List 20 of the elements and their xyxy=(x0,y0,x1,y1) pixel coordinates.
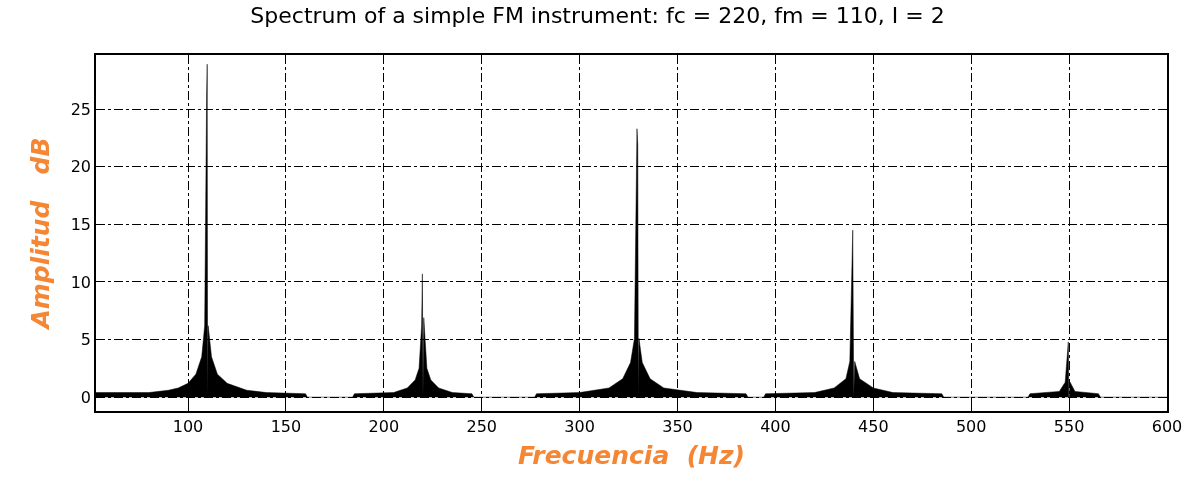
y-axis-title: Amplitud dB xyxy=(25,137,55,331)
y-tick-label: 0 xyxy=(80,387,92,407)
y-tick-label: 20 xyxy=(70,157,92,177)
x-tick-label: 150 xyxy=(270,416,302,436)
x-tick-label: 100 xyxy=(172,416,204,436)
y-tick-label: 25 xyxy=(70,99,92,119)
x-tick-label: 350 xyxy=(662,416,693,436)
y-tick-label: 10 xyxy=(70,272,92,292)
x-tick-label: 250 xyxy=(466,416,497,436)
chart-title: Spectrum of a simple FM instrument: fc = 220, fm = 110, I = 2 xyxy=(250,2,945,28)
y-tick-label: 15 xyxy=(70,214,92,234)
x-tick-label: 500 xyxy=(955,416,987,436)
x-tick-label: 600 xyxy=(1151,416,1183,436)
x-tick-label: 550 xyxy=(1053,416,1085,436)
x-tick-label: 400 xyxy=(760,416,791,436)
x-axis-title: Frecuencia (Hz) xyxy=(518,441,745,471)
x-tick-label: 200 xyxy=(368,416,400,436)
x-tick-label: 300 xyxy=(564,416,595,436)
x-tick-label: 450 xyxy=(858,416,889,436)
y-tick-label: 5 xyxy=(80,330,92,350)
